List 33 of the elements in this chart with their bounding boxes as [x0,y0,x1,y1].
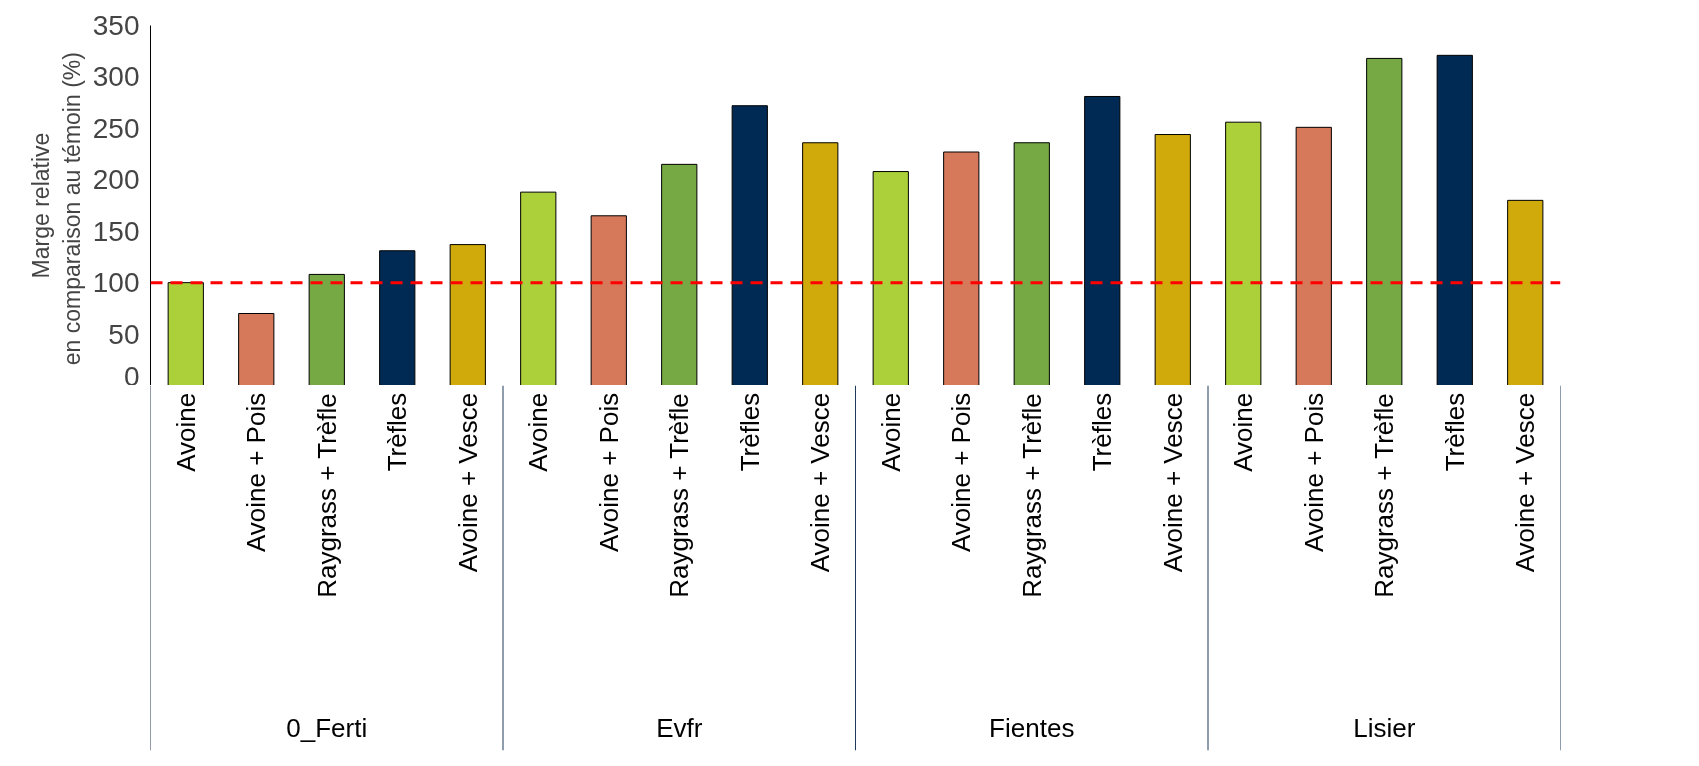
x-tick-label: Avoine [170,392,201,472]
x-tick-label: Avoine + Pois [241,392,272,553]
x-tick-label: Avoine + Pois [946,392,977,553]
y-tick-label: 50 [108,318,140,350]
y-tick-label: 350 [92,10,140,41]
x-tick-label: Avoine [523,392,554,472]
x-tick-label: Raygrass + Trèfle [664,393,695,598]
y-tick-label: 300 [92,61,140,93]
y-tick-label: 100 [92,267,140,299]
x-tick-label: Avoine + Vesce [805,392,836,573]
x-tick-label: Trèfles [1439,392,1470,472]
text: 0_Ferti [286,713,368,744]
x-tick-label: Trèfles [382,392,413,472]
text: Fientes [989,713,1075,744]
y-axis-title: Marge relative en comparaison au témoin (%) [27,52,85,366]
x-tick-label: Avoine + Vesce [1510,392,1541,573]
x-tick-label: Avoine + Vesce [452,392,483,573]
x-tick-label: Trèfles [734,392,765,472]
x-tick-label: Avoine [1228,392,1259,472]
text: Lisier [1353,713,1416,744]
y-tick-label: 250 [92,112,140,144]
x-tick-label: Raygrass + Trèfle [1369,393,1400,598]
x-tick-label: Avoine + Vesce [1157,392,1188,573]
y-tick-label: 0 [123,360,140,392]
x-tick-label: Avoine + Pois [593,392,624,553]
y-tick-label: 150 [92,215,140,247]
text: Evfr [656,713,703,744]
x-tick-label: Trèfles [1087,392,1118,472]
x-tick-label: Avoine + Pois [1298,392,1329,553]
x-tick-label: Raygrass + Trèfle [311,393,342,598]
y-tick-label: 200 [92,164,140,196]
x-tick-label: Avoine [875,392,906,472]
x-tick-label: Raygrass + Trèfle [1016,393,1047,598]
